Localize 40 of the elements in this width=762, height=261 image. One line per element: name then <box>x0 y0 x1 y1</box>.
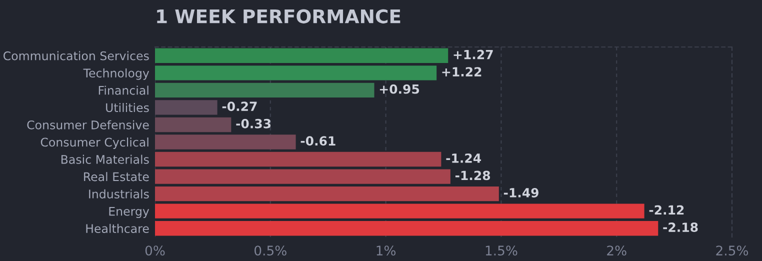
y-tick-label: Consumer Defensive <box>27 120 149 130</box>
y-tick-label: Real Estate <box>84 172 149 182</box>
bar <box>155 221 658 236</box>
bar <box>155 117 232 132</box>
data-label: -0.33 <box>236 118 271 128</box>
x-tick-label: 1.5% <box>486 246 518 256</box>
x-tick-label: 1% <box>376 246 396 256</box>
data-label: -1.49 <box>504 188 538 198</box>
x-tick-label: 0.5% <box>254 246 286 256</box>
data-label: +0.95 <box>380 84 420 94</box>
bar <box>155 100 218 115</box>
bar <box>155 48 448 63</box>
x-tick-label: 2.5% <box>716 246 748 256</box>
bar <box>155 66 437 80</box>
data-label: -1.28 <box>455 170 490 180</box>
y-tick-label: Consumer Cyclical <box>40 138 148 149</box>
y-tick-label: Basic Materials <box>61 154 149 164</box>
bar <box>155 186 499 202</box>
data-label: -0.27 <box>222 102 257 112</box>
data-label: -2.12 <box>649 205 684 215</box>
y-tick-label: Financial <box>98 86 148 95</box>
y-tick-label: Industrials <box>89 189 149 198</box>
bar <box>155 169 450 184</box>
chart-title: 1 WEEK PERFORMANCE <box>157 9 400 24</box>
y-tick-label: Energy <box>109 206 150 218</box>
data-label: -2.18 <box>663 222 698 232</box>
bar <box>155 152 442 167</box>
x-tick-label: 0% <box>145 246 165 256</box>
y-tick-label: Communication Services <box>4 51 149 60</box>
y-tick-label: Healthcare <box>86 224 149 234</box>
x-tick-label: 2% <box>607 246 626 256</box>
bar <box>155 134 296 150</box>
y-tick-label: Utilities <box>106 102 149 112</box>
data-label: -1.24 <box>446 153 481 163</box>
data-label: +1.27 <box>454 50 493 60</box>
bar <box>155 82 374 98</box>
y-tick-label: Technology <box>83 68 150 80</box>
bar <box>155 204 644 218</box>
data-label: -0.61 <box>300 136 336 146</box>
data-label: +1.22 <box>442 67 482 76</box>
